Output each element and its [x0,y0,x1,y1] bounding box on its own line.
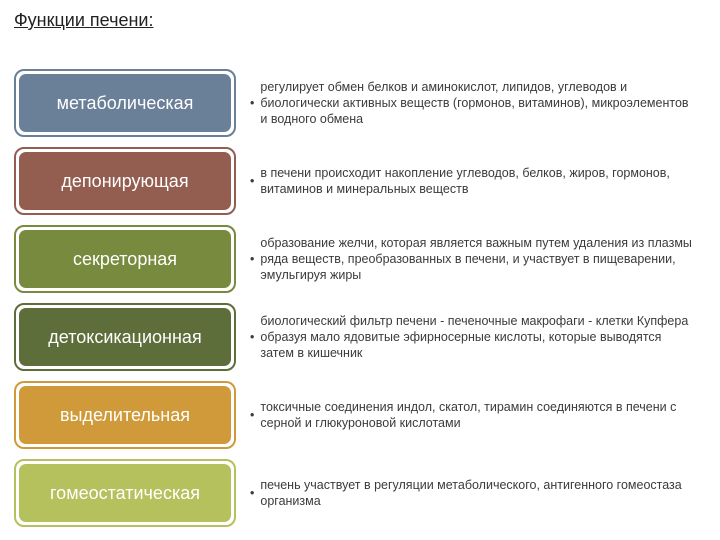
description-text: биологический фильтр печени - печеночные… [260,313,694,362]
bullet-icon: • [250,485,254,501]
function-description: • регулирует обмен белков и аминокислот,… [246,69,706,137]
function-label: детоксикационная [19,308,231,366]
function-row: гомеостатическая • печень участвует в ре… [14,459,706,527]
bullet-icon: • [250,251,254,267]
bullet-icon: • [250,95,254,111]
function-row: метаболическая • регулирует обмен белков… [14,69,706,137]
function-description: • токсичные соединения индол, скатол, ти… [246,381,706,449]
description-text: печень участвует в регуляции метаболичес… [260,477,694,510]
label-shell: выделительная [14,381,236,449]
description-text: регулирует обмен белков и аминокислот, л… [260,79,694,128]
page-title: Функции печени: [14,10,706,31]
function-row: секреторная • образование желчи, которая… [14,225,706,293]
label-shell: детоксикационная [14,303,236,371]
function-description: • печень участвует в регуляции метаболич… [246,459,706,527]
description-text: в печени происходит накопление углеводов… [260,165,694,198]
label-shell: метаболическая [14,69,236,137]
function-description: • в печени происходит накопление углевод… [246,147,706,215]
function-label: депонирующая [19,152,231,210]
function-row: детоксикационная • биологический фильтр … [14,303,706,371]
bullet-icon: • [250,329,254,345]
description-text: токсичные соединения индол, скатол, тира… [260,399,694,432]
label-shell: гомеостатическая [14,459,236,527]
function-label: гомеостатическая [19,464,231,522]
bullet-icon: • [250,407,254,423]
functions-list: метаболическая • регулирует обмен белков… [14,69,706,527]
function-label: выделительная [19,386,231,444]
description-text: образование желчи, которая является важн… [260,235,694,284]
function-label: секреторная [19,230,231,288]
label-shell: депонирующая [14,147,236,215]
bullet-icon: • [250,173,254,189]
function-row: выделительная • токсичные соединения инд… [14,381,706,449]
function-description: • образование желчи, которая является ва… [246,225,706,293]
function-description: • биологический фильтр печени - печеночн… [246,303,706,371]
label-shell: секреторная [14,225,236,293]
function-row: депонирующая • в печени происходит накоп… [14,147,706,215]
function-label: метаболическая [19,74,231,132]
